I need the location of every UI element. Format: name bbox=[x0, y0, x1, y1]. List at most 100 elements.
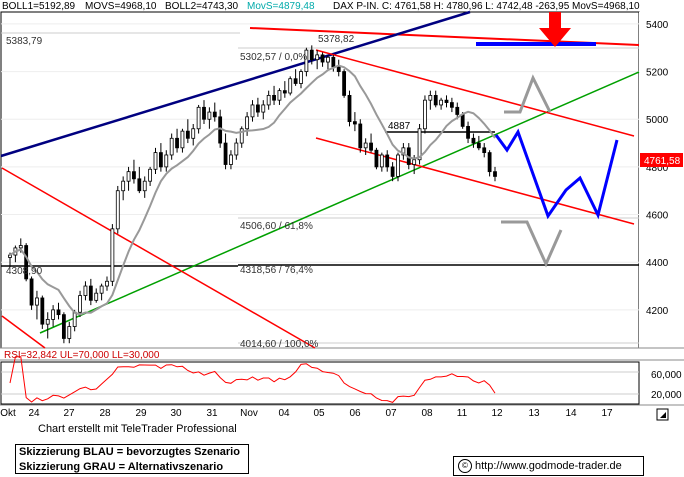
candle-body bbox=[180, 130, 185, 149]
candle-body bbox=[255, 104, 260, 113]
gray-scenario-path-upper bbox=[504, 74, 552, 114]
rsi-line bbox=[9, 356, 496, 403]
candle-body bbox=[56, 309, 61, 316]
candle-body bbox=[121, 180, 126, 192]
candle-body bbox=[439, 99, 444, 106]
annot-4308: 4308,90 bbox=[6, 266, 43, 277]
y-tick-label: 4200 bbox=[646, 306, 669, 317]
candle-body bbox=[482, 147, 487, 153]
x-tick-label: 24 bbox=[28, 408, 40, 419]
candle-body bbox=[336, 66, 341, 72]
candle-body bbox=[45, 319, 50, 325]
candle-body bbox=[218, 116, 223, 144]
candle-body bbox=[239, 128, 244, 144]
candle-body bbox=[35, 297, 39, 306]
x-tick-label: 13 bbox=[528, 408, 540, 419]
x-tick-label: 04 bbox=[278, 408, 290, 419]
candle-body bbox=[396, 154, 400, 177]
candle-body bbox=[326, 56, 330, 63]
candle-body bbox=[24, 245, 29, 280]
candle-body bbox=[207, 111, 212, 120]
candle-body bbox=[72, 311, 77, 327]
resize-handle-icon[interactable] bbox=[656, 408, 669, 421]
candle-body bbox=[272, 95, 276, 101]
candle-body bbox=[466, 125, 470, 139]
candle-body bbox=[379, 154, 384, 168]
candle-body bbox=[428, 95, 433, 101]
candle-body bbox=[369, 142, 373, 151]
candle-body bbox=[299, 71, 303, 84]
candle-body bbox=[105, 280, 109, 287]
blue-scenario-path bbox=[494, 128, 619, 220]
corner-arrow-icon bbox=[660, 412, 666, 418]
candle-body bbox=[460, 114, 465, 127]
candle-body bbox=[169, 137, 174, 156]
candle-body bbox=[196, 106, 201, 130]
candle-body bbox=[115, 190, 120, 230]
candle-body bbox=[342, 71, 347, 96]
candle-body bbox=[158, 152, 163, 168]
header-boll2: BOLL2=4743,30 bbox=[165, 1, 239, 12]
candle-body bbox=[449, 102, 454, 108]
x-tick-label: 07 bbox=[385, 408, 397, 419]
x-tick-label: 08 bbox=[421, 408, 433, 419]
x-tick-label: 12 bbox=[491, 408, 503, 419]
candle-body bbox=[234, 142, 239, 156]
legend-line-blue: Skizzierung BLAU = bevorzugtes Szenario bbox=[19, 446, 240, 458]
candle-body bbox=[455, 106, 460, 115]
x-tick-label: 14 bbox=[565, 408, 577, 419]
x-tick-label: Okt bbox=[0, 408, 16, 419]
legend-box: Skizzierung BLAU = bevorzugtes Szenario … bbox=[15, 444, 249, 474]
candle-body bbox=[78, 295, 82, 313]
url-text[interactable]: http://www.godmode-trader.de bbox=[475, 460, 622, 472]
candle-body bbox=[476, 142, 481, 149]
candle-body bbox=[142, 180, 147, 192]
x-tick-label: Nov bbox=[240, 408, 258, 419]
candle-body bbox=[304, 49, 309, 72]
annot-5378: 5378,82 bbox=[318, 34, 355, 45]
rsi-20: 20,000 bbox=[651, 390, 682, 401]
candle-body bbox=[417, 128, 422, 161]
rsi-plot-area bbox=[0, 361, 640, 405]
candle-body bbox=[315, 54, 320, 61]
candle-body bbox=[148, 168, 153, 182]
candle-body bbox=[266, 95, 271, 106]
annot-4506: 4506,60 / 61,8% bbox=[240, 221, 313, 232]
candle-body bbox=[202, 106, 206, 120]
candle-body bbox=[288, 78, 293, 94]
red-channel-upper bbox=[315, 49, 635, 137]
candle-body bbox=[175, 137, 179, 149]
right-axis-area bbox=[639, 12, 683, 348]
candle-body bbox=[282, 90, 287, 94]
candle-body bbox=[110, 228, 115, 282]
candle-body bbox=[51, 309, 56, 320]
candle-body bbox=[245, 116, 250, 130]
credit-text: Chart erstellt mit TeleTrader Profession… bbox=[38, 423, 237, 435]
candle-body bbox=[153, 152, 158, 170]
url-box[interactable]: © http://www.godmode-trader.de bbox=[453, 456, 644, 476]
x-tick-label: 11 bbox=[457, 408, 468, 419]
candle-body bbox=[309, 49, 314, 61]
header-movs: MOVS=4968,10 bbox=[85, 1, 157, 12]
candle-body bbox=[223, 142, 228, 165]
legend-line-gray: Skizzierung GRAU = Alternativszenario bbox=[19, 461, 224, 473]
candle-body bbox=[94, 292, 99, 301]
y-tick-label: 4400 bbox=[646, 258, 669, 269]
rsi-60: 60,000 bbox=[651, 370, 682, 381]
main-plot-area bbox=[0, 11, 640, 349]
candle-body bbox=[40, 297, 45, 325]
candle-body bbox=[347, 95, 352, 123]
red-down-arrow-icon bbox=[539, 12, 571, 47]
candle-body bbox=[261, 104, 266, 113]
y-tick-label: 4600 bbox=[646, 211, 669, 222]
candle-body bbox=[471, 137, 476, 144]
price-label-box bbox=[640, 153, 683, 167]
candle-body bbox=[83, 285, 88, 296]
price-label: 4761,58 bbox=[644, 156, 681, 167]
candle-body bbox=[164, 154, 169, 168]
gray-scenario-path-lower bbox=[501, 220, 563, 268]
annot-5302: 5302,57 / 0,0% bbox=[240, 52, 307, 63]
candle-body bbox=[293, 78, 298, 84]
annot-5383: 5383,79 bbox=[6, 36, 43, 47]
